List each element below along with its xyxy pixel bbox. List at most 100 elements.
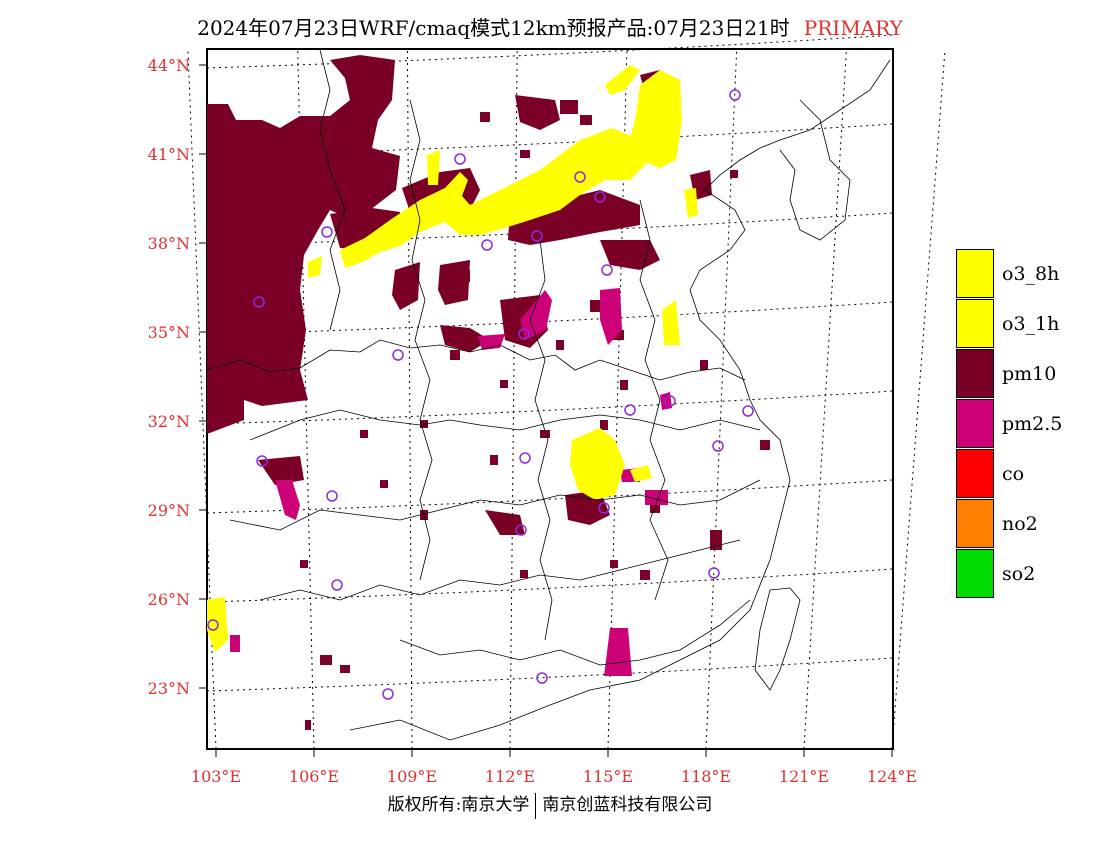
legend-swatch (956, 299, 994, 348)
title-main: 2024年07月23日WRF/cmaq模式12km预报产品:07月23日21时 (197, 16, 790, 40)
legend-label: pm10 (1002, 363, 1057, 385)
legend-swatch (956, 249, 994, 298)
pm10-region (207, 55, 400, 434)
pm10-region (508, 190, 640, 245)
pm10-cell (520, 150, 530, 158)
city-station-marker (594, 191, 606, 203)
city-station-marker (321, 226, 333, 238)
city-station-marker (729, 89, 741, 101)
meridian-line (406, 48, 413, 750)
pm10-cell (380, 480, 388, 488)
pm10-cell (560, 100, 578, 114)
pm10-region (485, 510, 525, 535)
boundary-line (639, 199, 669, 601)
o3-region (662, 300, 680, 345)
legend-swatch (956, 499, 994, 548)
city-station-marker (598, 502, 610, 514)
legend-label: co (1002, 463, 1025, 485)
pm10-cell (640, 570, 650, 580)
city-station-marker (481, 239, 493, 251)
pm10-cell (490, 455, 498, 465)
boundary-line (259, 539, 741, 601)
o3-region (427, 150, 440, 185)
o3-region (630, 465, 652, 482)
pm10-cell (360, 430, 368, 438)
lon-tick-label: 109°E (387, 767, 437, 786)
legend-swatch (956, 549, 994, 598)
pm10-region (392, 262, 420, 310)
city-station-marker (531, 230, 543, 242)
pm10-cell (612, 330, 624, 340)
pm10-cell (340, 665, 350, 673)
city-station-marker (518, 328, 530, 340)
pm25-region (520, 290, 552, 340)
title-tag: PRIMARY (803, 16, 903, 40)
pm10-cell (760, 440, 770, 450)
parallel-line (206, 390, 894, 425)
o3-region (684, 188, 698, 218)
parallel-line (206, 657, 894, 692)
parallel-line (206, 479, 894, 514)
meridian-line (187, 48, 217, 750)
city-station-marker (326, 490, 338, 502)
lat-tick-label: 35°N (148, 323, 190, 342)
pm10-region (440, 325, 490, 352)
legend-swatch (956, 449, 994, 498)
lat-tick-label: 38°N (148, 234, 190, 253)
pm10-cell (700, 360, 708, 370)
pm10-cell (730, 170, 738, 178)
legend-label: no2 (1002, 513, 1038, 535)
lat-tick-label: 23°N (148, 679, 190, 698)
lon-tick-label: 118°E (681, 767, 731, 786)
pm10-cell (305, 720, 311, 730)
pm25-region (230, 635, 240, 652)
parallel-line (206, 568, 894, 603)
footer: 版权所有:南京大学 南京创蓝科技有限公司 (0, 790, 1100, 819)
o3-region (308, 256, 322, 278)
city-station-marker (708, 567, 720, 579)
longitude-labels: 103°E 106°E 109°E 112°E 115°E 118°E 121°E 124°E (191, 749, 917, 786)
pm10-cell (520, 570, 528, 578)
lat-tick-label: 44°N (148, 56, 190, 75)
pm10-cell (650, 505, 660, 513)
city-stations (207, 89, 754, 700)
city-station-marker (207, 619, 219, 631)
pm10-cell (480, 112, 490, 122)
pm10-cell (610, 560, 618, 568)
legend-label: o3_8h (1002, 263, 1060, 285)
lon-tick-label: 103°E (191, 767, 241, 786)
pm10-cell (460, 270, 470, 282)
map-title: 2024年07月23日WRF/cmaq模式12km预报产品:07月23日21时 P… (0, 12, 1100, 41)
lat-tick-label: 29°N (148, 501, 190, 520)
city-station-marker (392, 349, 404, 361)
city-station-marker (331, 579, 343, 591)
boundary-line (249, 409, 761, 441)
city-station-marker (601, 264, 613, 276)
city-station-marker (742, 405, 754, 417)
city-station-marker (574, 171, 586, 183)
lon-tick-label: 106°E (289, 767, 339, 786)
pm10-cell (450, 350, 460, 360)
city-station-marker (253, 296, 265, 308)
lon-tick-label: 115°E (583, 767, 633, 786)
city-station-marker (382, 688, 394, 700)
meridian-line (705, 48, 738, 750)
city-station-marker (624, 404, 636, 416)
legend-label: o3_1h (1002, 313, 1060, 335)
city-station-marker (712, 440, 724, 452)
pm10-cell (620, 380, 628, 390)
meridian-line (509, 48, 518, 750)
boundary-line (349, 59, 891, 741)
legend-swatch (956, 399, 994, 448)
boundary-line (409, 99, 433, 581)
boundary-line (206, 339, 746, 381)
lon-tick-label: 121°E (779, 767, 829, 786)
province-boundaries (206, 49, 891, 741)
boundary-line (229, 479, 761, 531)
footer-separator (535, 792, 537, 819)
pm25-region (600, 288, 622, 345)
city-station-marker (536, 672, 548, 684)
pm10-cell (580, 115, 592, 125)
pm25-region (478, 334, 505, 350)
